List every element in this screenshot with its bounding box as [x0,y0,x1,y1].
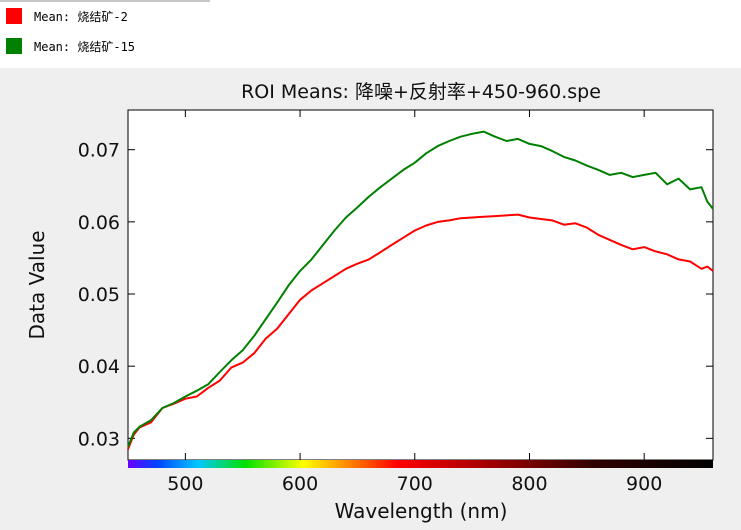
spectrum-colorbar [128,460,713,468]
x-tick-label: 500 [167,473,203,495]
x-tick-label: 900 [626,473,662,495]
legend-item-1[interactable]: Mean: 烧结矿-2 [6,7,128,25]
x-tick-label: 700 [397,473,433,495]
series-group [127,130,714,450]
legend-divider [0,0,210,2]
legend-label-2: Mean: 烧结矿-15 [34,39,136,54]
legend-item-2[interactable]: Mean: 烧结矿-15 [6,37,135,55]
legend: Mean: 烧结矿-2 Mean: 烧结矿-15 [0,0,215,62]
y-tick-label: 0.04 [78,356,120,378]
y-tick-label: 0.05 [78,284,120,306]
y-axis: 0.03 0.04 0.05 0.06 0.07 [78,140,713,450]
legend-swatch-2 [6,38,22,54]
x-axis: 500 600 700 800 900 [167,110,662,495]
y-axis-label: Data Value [25,230,49,339]
legend-label-1: Mean: 烧结矿-2 [34,9,128,24]
legend-swatch-1 [6,8,22,24]
x-tick-label: 600 [282,473,318,495]
chart-title: ROI Means: 降噪+反射率+450-960.spe [241,81,601,103]
series-line-1 [127,213,714,450]
y-tick-label: 0.03 [78,428,120,450]
series-line-2 [127,130,714,448]
x-axis-label: Wavelength (nm) [335,499,508,523]
x-tick-label: 800 [511,473,547,495]
y-tick-label: 0.06 [78,212,120,234]
plot-frame [127,109,714,461]
y-tick-label: 0.07 [78,140,120,162]
